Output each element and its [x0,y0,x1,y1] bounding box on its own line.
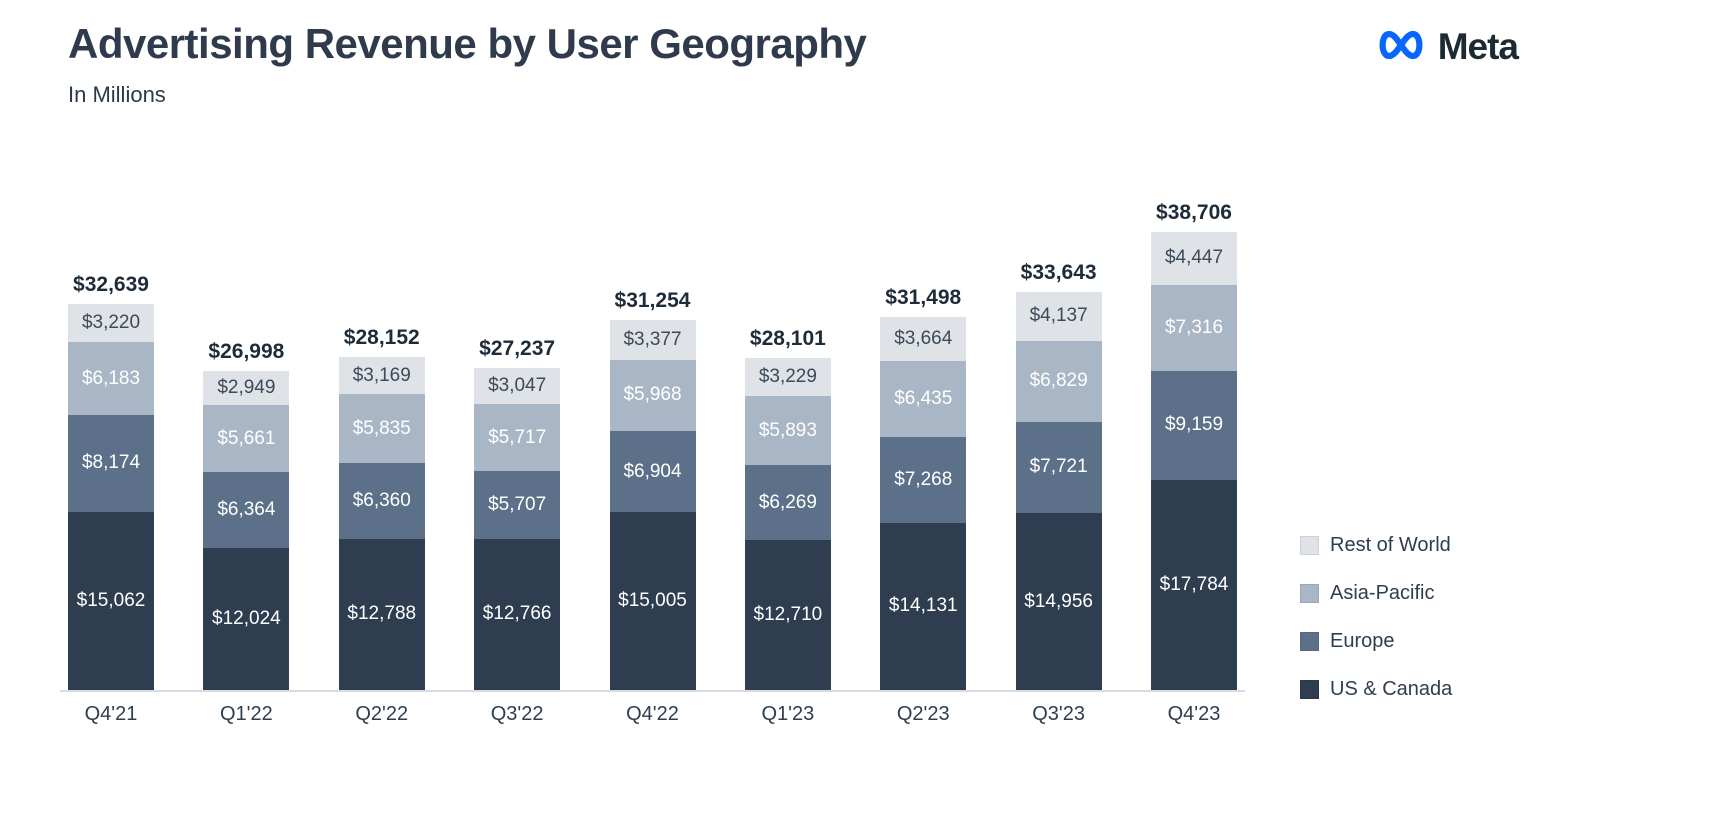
bar-segment-asia-pacific: $6,435 [880,360,967,437]
bar-segment-europe: $8,174 [68,415,154,512]
bar-total-label: $32,639 [73,272,149,296]
bar-column: $31,254 $3,377 $5,968 $6,904 $15,005 Q4'22 [609,289,696,725]
bar-column: $31,498 $3,664 $6,435 $7,268 $14,131 Q2'23 [880,286,967,725]
bar-segment-europe: $6,904 [609,430,696,513]
bar-column: $27,237 $3,047 $5,717 $5,707 $12,766 Q3'22 [474,336,561,725]
bar-segment-asia-pacific: $6,829 [1015,340,1102,422]
bar-column: $32,639 $3,220 $6,183 $8,174 $15,062 Q4'21 [68,272,154,725]
x-axis-label: Q2'23 [896,703,950,725]
bar-segment-us-canada: $15,005 [609,512,696,690]
meta-infinity-logo-icon [1372,27,1430,68]
bar-segment-europe: $6,364 [203,472,290,548]
bar-column: $38,706 $4,447 $7,316 $9,159 $17,784 Q4'23 [1151,201,1237,725]
meta-wordmark: Meta [1437,26,1519,67]
x-axis-label: Q3'23 [1032,703,1085,725]
legend-swatch [1300,680,1319,699]
bar-segment-us-canada: $17,784 [1151,479,1237,690]
bar-total-label: $26,998 [208,339,285,363]
bar-segment-europe: $9,159 [1151,371,1237,480]
bar-segment-rest-of-world: $2,949 [203,370,290,406]
bar-segment-asia-pacific: $6,183 [68,341,154,416]
bar-column: $28,152 $3,169 $5,835 $6,360 $12,788 Q2'22 [338,325,425,725]
bar-column: $28,101 $3,229 $5,893 $6,269 $12,710 Q1'23 [744,326,831,725]
x-axis-label: Q1'23 [761,703,815,725]
bar-segment-asia-pacific: $5,968 [609,360,696,431]
bar-total-label: $33,643 [1020,260,1097,284]
page-title: Advertising Revenue by User Geography [68,20,867,67]
bar-segment-rest-of-world: $3,229 [744,357,831,396]
legend-item-asia-pacific: Asia-Pacific [1300,582,1452,605]
page-subtitle: In Millions [68,82,166,107]
bar-segment-rest-of-world: $3,047 [474,367,561,404]
bar-column: $26,998 $2,949 $5,661 $6,364 $12,024 Q1'22 [203,339,290,725]
bar-segment-europe: $6,360 [338,463,425,539]
bar-segment-europe: $7,721 [1015,421,1102,513]
legend-swatch [1300,536,1319,555]
stacked-bar-chart: $32,639 $3,220 $6,183 $8,174 $15,062 Q4'21 $26… [60,162,1245,725]
bar-segment-rest-of-world: $3,664 [880,317,967,361]
legend-item-rest-of-world: Rest of World [1300,534,1452,557]
bar-segment-europe: $6,269 [744,465,831,540]
bar-segment-us-canada: $12,710 [744,539,831,690]
legend-item-us-canada: US & Canada [1300,678,1452,701]
x-axis-label: Q4'21 [84,703,138,725]
bar-segment-rest-of-world: $3,377 [609,320,696,361]
bar-segment-asia-pacific: $5,717 [474,403,561,472]
bar-segment-us-canada: $14,956 [1015,513,1102,690]
bar-total-label: $38,706 [1156,201,1232,225]
bar-total-label: $28,101 [749,326,826,350]
bar-segment-rest-of-world: $4,137 [1015,291,1102,341]
x-axis-label: Q2'22 [355,703,409,725]
chart-legend: Rest of World Asia-Pacific Europe US & C… [1300,534,1452,701]
legend-label: Asia-Pacific [1330,582,1435,604]
bar-segment-asia-pacific: $5,661 [203,405,290,473]
bar-column: $33,643 $4,137 $6,829 $7,721 $14,956 Q3'23 [1015,260,1102,725]
legend-swatch [1300,632,1319,651]
bar-segment-rest-of-world: $3,169 [338,356,425,395]
bar-segment-us-canada: $12,024 [203,547,290,690]
bar-segment-europe: $5,707 [474,471,561,539]
bar-segment-asia-pacific: $7,316 [1151,284,1237,372]
bar-segment-us-canada: $12,788 [338,538,425,690]
bars: $32,639 $3,220 $6,183 $8,174 $15,062 Q4'21 $26… [60,162,1245,725]
meta-brand: Meta [1372,26,1519,68]
bar-segment-us-canada: $12,766 [474,538,561,690]
x-axis-label: Q4'23 [1167,703,1221,725]
bar-segment-rest-of-world: $4,447 [1151,232,1237,285]
x-axis-label: Q3'22 [490,703,544,725]
legend-label: Rest of World [1330,534,1451,556]
bar-segment-asia-pacific: $5,893 [744,395,831,466]
x-axis-label: Q4'22 [626,703,679,725]
chart-header: Advertising Revenue by User Geography In… [68,20,867,108]
x-axis-label: Q1'22 [220,703,273,725]
bar-segment-rest-of-world: $3,220 [68,303,154,342]
bar-total-label: $27,237 [479,336,556,360]
legend-swatch [1300,584,1319,603]
bar-segment-us-canada: $15,062 [68,511,154,690]
bar-segment-asia-pacific: $5,835 [338,394,425,464]
bar-total-label: $31,254 [614,289,691,313]
bar-segment-us-canada: $14,131 [880,522,967,690]
legend-label: Europe [1330,630,1395,652]
bar-segment-europe: $7,268 [880,436,967,523]
bar-total-label: $31,498 [885,286,962,310]
bar-total-label: $28,152 [343,325,420,349]
legend-label: US & Canada [1330,678,1453,700]
legend-item-europe: Europe [1300,630,1452,653]
